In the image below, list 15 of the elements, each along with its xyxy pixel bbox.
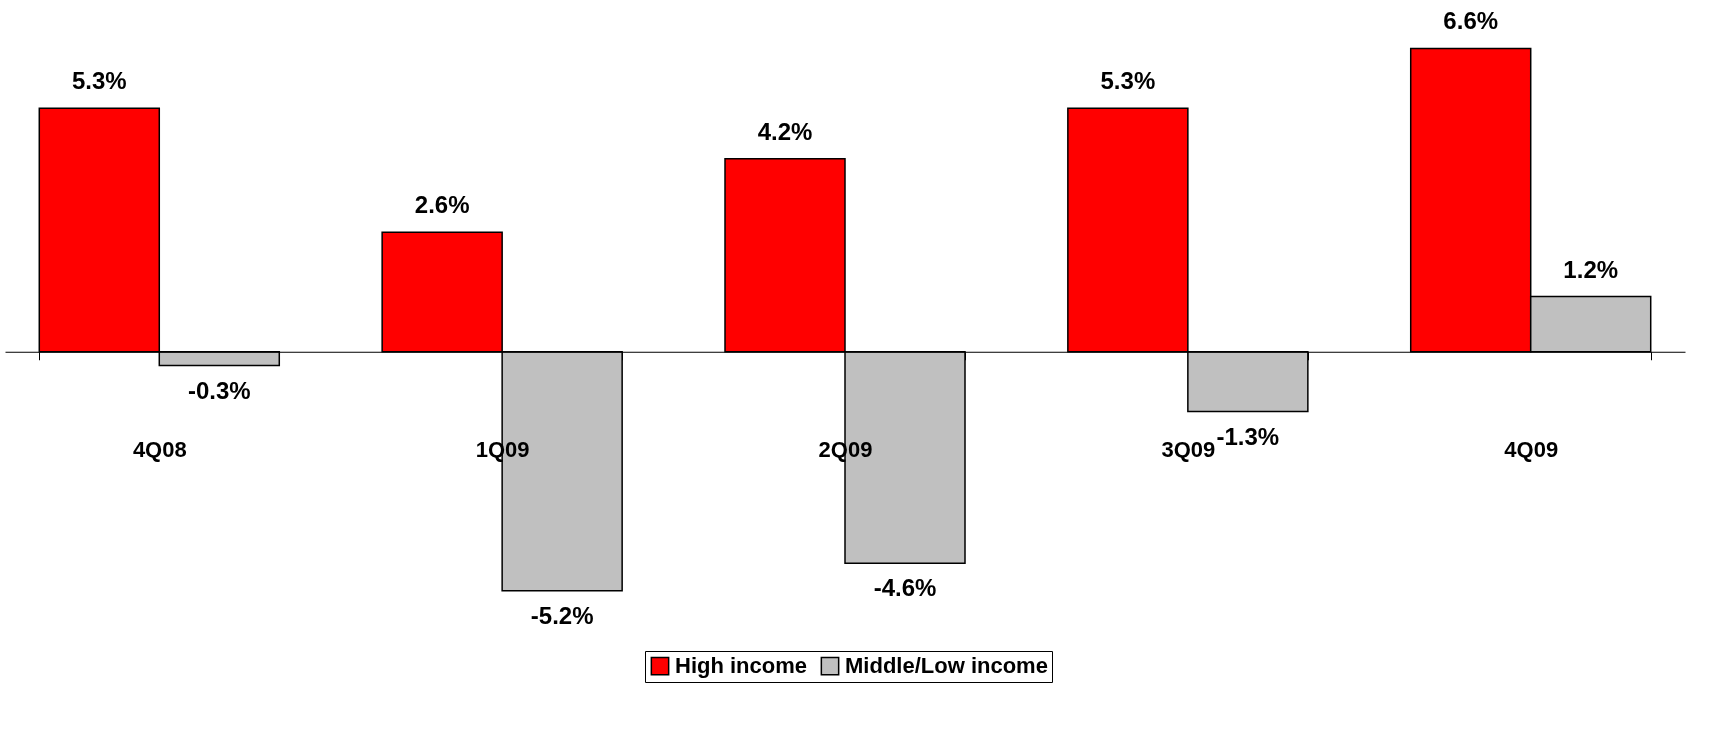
data-label: -1.3% [1216, 422, 1280, 450]
data-label: -5.2% [530, 601, 594, 629]
x-tick-label: 4Q08 [132, 437, 187, 463]
data-label: 2.6% [414, 191, 470, 219]
data-label: 4.2% [757, 117, 813, 145]
data-label: 6.6% [1443, 7, 1499, 35]
data-label: 1.2% [1563, 255, 1619, 283]
legend-label: Middle/Low income [845, 653, 1048, 679]
legend-label: High income [675, 653, 808, 679]
data-label: -4.6% [873, 574, 937, 602]
data-label: 5.3% [71, 67, 127, 95]
data-label: 5.3% [1100, 67, 1156, 95]
data-label: -0.3% [187, 376, 251, 404]
x-tick-label: 4Q09 [1504, 437, 1559, 463]
x-tick-label: 3Q09 [1161, 437, 1216, 463]
